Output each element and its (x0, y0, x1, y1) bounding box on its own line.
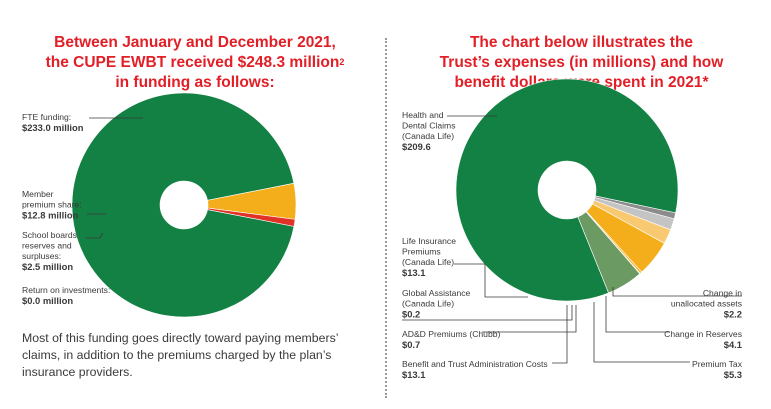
expenses-label-6-line-1: (Canada Life) (402, 299, 454, 309)
expenses-label-0-line-0: Health and (402, 110, 444, 120)
funding-value-0: $233.0 million (22, 122, 84, 133)
funding-label-2-line-1: reserves and (22, 241, 72, 251)
expenses-value-6: $0.2 (402, 309, 420, 320)
expenses-value-7: $13.1 (402, 267, 425, 278)
expenses-slice-0 (455, 78, 679, 302)
funding-heading-line2-text: the CUPE EWBT received $248.3 million (45, 54, 340, 71)
funding-donut-chart: FTE funding:$233.0 million Memberpremium … (22, 92, 297, 318)
expenses-label-7-line-0: Life Insurance (402, 236, 456, 246)
funding-value-1: $12.8 million (22, 210, 79, 221)
expenses-leader-6 (402, 305, 573, 321)
expenses-label-0-line-1: Dental Claims (402, 121, 456, 131)
expenses-leader-1 (612, 287, 742, 297)
expenses-label-6-line-0: Global Assistance (402, 288, 471, 298)
funding-label-1-line-0: Member (22, 189, 54, 199)
funding-label-2-line-0: School boards (22, 230, 77, 240)
funding-label-1-line-1: premium share: (22, 200, 82, 210)
funding-leader-2 (86, 232, 104, 239)
expenses-leader-7 (454, 263, 528, 298)
funding-heading: Between January and December 2021, the C… (0, 33, 390, 93)
expenses-leader-2 (605, 296, 670, 333)
expenses-label-1-line-1: unallocated assets (671, 299, 742, 309)
funding-value-3: $0.0 million (22, 295, 73, 306)
expenses-value-3: $5.3 (724, 369, 742, 380)
expenses-value-4: $13.1 (402, 369, 425, 380)
funding-heading-line1: Between January and December 2021, (54, 34, 336, 51)
funding-heading-line2: the CUPE EWBT received $248.3 million2 (0, 53, 390, 73)
expenses-heading-line2: Trust’s expenses (in millions) and how (439, 54, 724, 71)
expenses-leader-5 (482, 305, 577, 333)
expenses-slice-7 (577, 211, 641, 294)
expenses-leader-3 (593, 302, 690, 363)
expenses-value-5: $0.7 (402, 339, 420, 350)
expenses-label-4-line-0: Benefit and Trust Administration Costs (402, 359, 548, 369)
funding-label-0-line-0: FTE funding: (22, 112, 71, 122)
expenses-leader-4 (552, 305, 568, 364)
expenses-value-0: $209.6 (402, 141, 431, 152)
funding-slice-2 (207, 207, 296, 227)
funding-value-2: $2.5 million (22, 261, 73, 272)
expenses-label-7-line-1: Premiums (402, 247, 441, 257)
expenses-heading-line1: The chart below illustrates the (469, 34, 694, 51)
funding-slice-0 (71, 92, 295, 318)
funding-label-2-line-2: surpluses: (22, 251, 61, 261)
footnote-marker: 2 (339, 57, 345, 67)
expenses-label-5-line-0: AD&D Premiums (Chubb) (402, 329, 501, 339)
funding-label-3-line-0: Return on investments: (22, 285, 110, 295)
expenses-label-3-line-0: Premium Tax (692, 359, 743, 369)
funding-heading-line3: in funding as follows: (115, 74, 275, 91)
expenses-label-7-line-2: (Canada Life) (402, 257, 454, 267)
funding-summary-text: Most of this funding goes directly towar… (22, 331, 338, 379)
expenses-value-2: $4.1 (724, 339, 742, 350)
expenses-value-1: $2.2 (724, 309, 742, 320)
expenses-label-2-line-0: Change in Reserves (664, 329, 742, 339)
expenses-label-0-line-2: (Canada Life) (402, 131, 454, 141)
column-divider (385, 38, 387, 398)
expenses-label-1-line-0: Change in (703, 288, 742, 298)
